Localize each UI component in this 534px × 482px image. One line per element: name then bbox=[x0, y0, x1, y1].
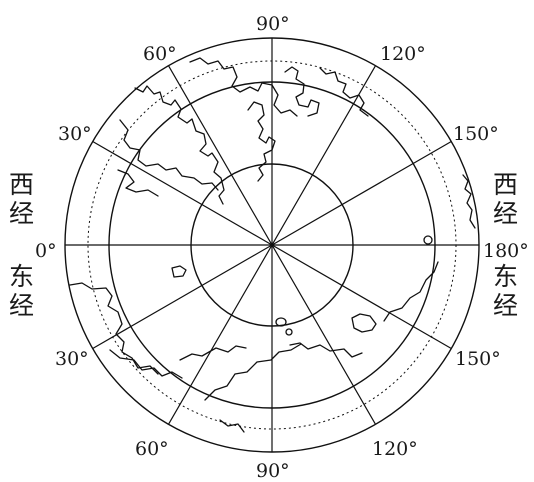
label-60-top: 60° bbox=[143, 43, 177, 65]
south-coast-1 bbox=[109, 349, 183, 379]
north-islands-coast-2 bbox=[247, 101, 276, 182]
label-150-lower: 150° bbox=[455, 348, 501, 370]
east-small-island bbox=[423, 235, 433, 245]
south-east-coast bbox=[289, 342, 363, 358]
east-label-right-2: 经 bbox=[493, 291, 518, 320]
west-label-left-1: 西 bbox=[9, 170, 34, 199]
east-coast bbox=[462, 174, 476, 229]
label-30-lower: 30° bbox=[55, 348, 89, 370]
label-120-top: 120° bbox=[380, 43, 426, 65]
south-coast-2 bbox=[179, 345, 247, 361]
southeast-island bbox=[351, 313, 377, 333]
south-outer-coast bbox=[219, 419, 245, 433]
meridian-150-30 bbox=[92, 140, 452, 350]
label-60-bottom: 60° bbox=[135, 438, 169, 460]
west-label-right-1: 西 bbox=[493, 170, 518, 199]
label-150-upper: 150° bbox=[453, 123, 499, 145]
left-coast-upper bbox=[119, 119, 219, 191]
northeast-coast bbox=[319, 67, 369, 117]
north-islands-coast-3 bbox=[284, 66, 320, 117]
label-30-upper: 30° bbox=[58, 123, 92, 145]
east-lower-coast bbox=[383, 261, 439, 322]
north-islands-coast-1 bbox=[189, 57, 298, 117]
south-coast-3 bbox=[204, 343, 302, 401]
coastlines bbox=[69, 57, 476, 433]
north-landmass-coast bbox=[134, 85, 225, 205]
label-0: 0° bbox=[35, 240, 57, 262]
meridian-lines bbox=[65, 38, 479, 452]
east-label-left-2: 经 bbox=[9, 291, 34, 320]
south-small-island-1 bbox=[275, 317, 287, 327]
south-small-island-2 bbox=[285, 328, 293, 336]
center-left-island bbox=[171, 265, 187, 278]
east-label-left-1: 东 bbox=[9, 262, 34, 291]
label-90-top: 90° bbox=[256, 13, 290, 35]
label-180: 180° bbox=[483, 240, 529, 262]
east-label-right-1: 东 bbox=[493, 262, 518, 291]
left-coast-bay bbox=[117, 169, 159, 197]
label-120-bottom: 120° bbox=[372, 438, 418, 460]
left-coast-lower bbox=[69, 282, 159, 375]
west-label-right-2: 经 bbox=[493, 199, 518, 228]
west-label-left-2: 经 bbox=[9, 199, 34, 228]
label-90-bottom: 90° bbox=[256, 460, 290, 482]
